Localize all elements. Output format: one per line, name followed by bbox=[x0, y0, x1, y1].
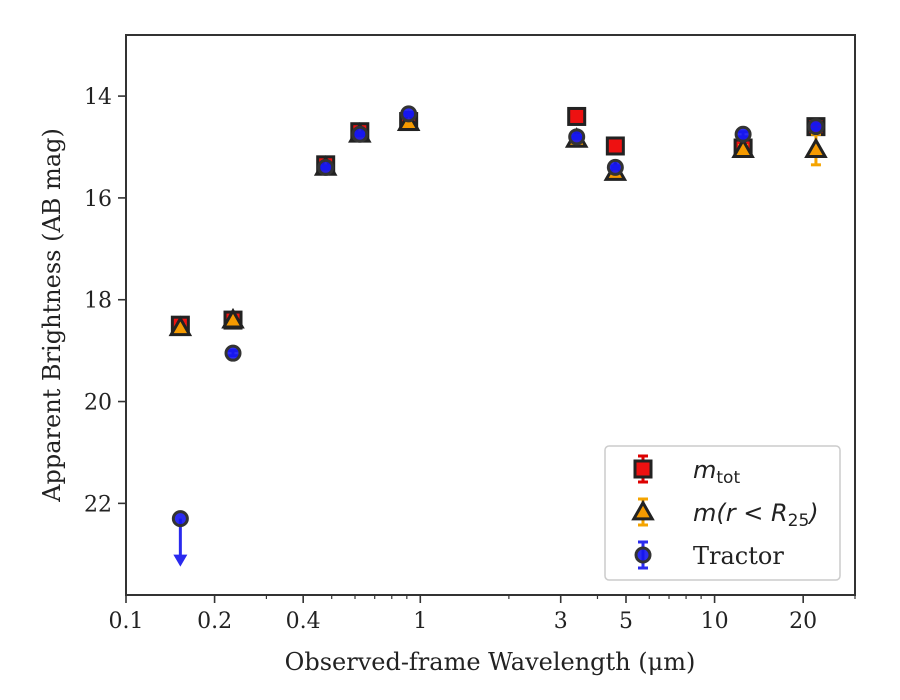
legend-label: Tractor bbox=[693, 542, 784, 570]
data-point-circle bbox=[568, 128, 586, 146]
x-tick-label: 0.2 bbox=[197, 609, 232, 634]
legend-entry: Tractor bbox=[634, 540, 784, 570]
y-tick-label: 18 bbox=[84, 289, 112, 314]
x-tick-label: 3 bbox=[554, 609, 568, 634]
data-point-circle bbox=[606, 158, 624, 176]
data-point-triangle bbox=[221, 307, 245, 329]
data-point-circle bbox=[224, 344, 242, 362]
plot-axes: 0.1 0.2 0.4 1 3 5 10 20 14 16 18 20 22 bbox=[84, 34, 856, 634]
x-axis-label: Observed-frame Wavelength (μm) bbox=[285, 648, 696, 676]
plot-frame bbox=[125, 34, 856, 596]
legend-marker-triangle bbox=[631, 499, 655, 521]
x-tick-label: 10 bbox=[701, 609, 729, 634]
x-tick-label: 1 bbox=[413, 609, 427, 634]
legend-entry: mtot bbox=[633, 454, 740, 488]
data-point-square bbox=[605, 136, 625, 156]
data-point-circle bbox=[317, 158, 335, 176]
x-tick-label: 0.4 bbox=[286, 609, 321, 634]
legend-marker-circle bbox=[634, 546, 652, 564]
legend-entry: m(r < R25) bbox=[631, 497, 819, 531]
y-tick-label: 22 bbox=[84, 492, 112, 517]
x-tick-label: 5 bbox=[619, 609, 633, 634]
x-tick-label: 20 bbox=[789, 609, 817, 634]
data-point-circle bbox=[734, 125, 752, 143]
data-point-circle bbox=[171, 510, 189, 528]
y-tick-label: 16 bbox=[84, 187, 112, 212]
upper-limit-arrowhead bbox=[173, 554, 188, 567]
legend-label: mtot bbox=[693, 456, 740, 488]
y-axis-label: Apparent Brightness (AB mag) bbox=[38, 128, 66, 503]
data-point-triangle bbox=[804, 137, 828, 158]
data-point-circle bbox=[351, 125, 369, 143]
y-tick-label: 14 bbox=[84, 85, 112, 110]
legend-box bbox=[604, 445, 841, 581]
legend-marker-square bbox=[633, 459, 653, 479]
data-point-circle bbox=[400, 105, 418, 123]
data-point-triangle bbox=[168, 315, 193, 337]
x-tick-label: 0.1 bbox=[109, 609, 144, 634]
data-point-triangle bbox=[731, 137, 755, 158]
legend-label: m(r < R25) bbox=[693, 499, 819, 531]
plot-marks bbox=[168, 105, 828, 567]
legend: mtot m(r < R25) Tractor bbox=[604, 445, 841, 581]
data-point-square bbox=[567, 106, 587, 126]
data-point-circle bbox=[807, 118, 825, 136]
y-tick-label: 20 bbox=[84, 391, 112, 416]
series-circle bbox=[171, 105, 825, 567]
